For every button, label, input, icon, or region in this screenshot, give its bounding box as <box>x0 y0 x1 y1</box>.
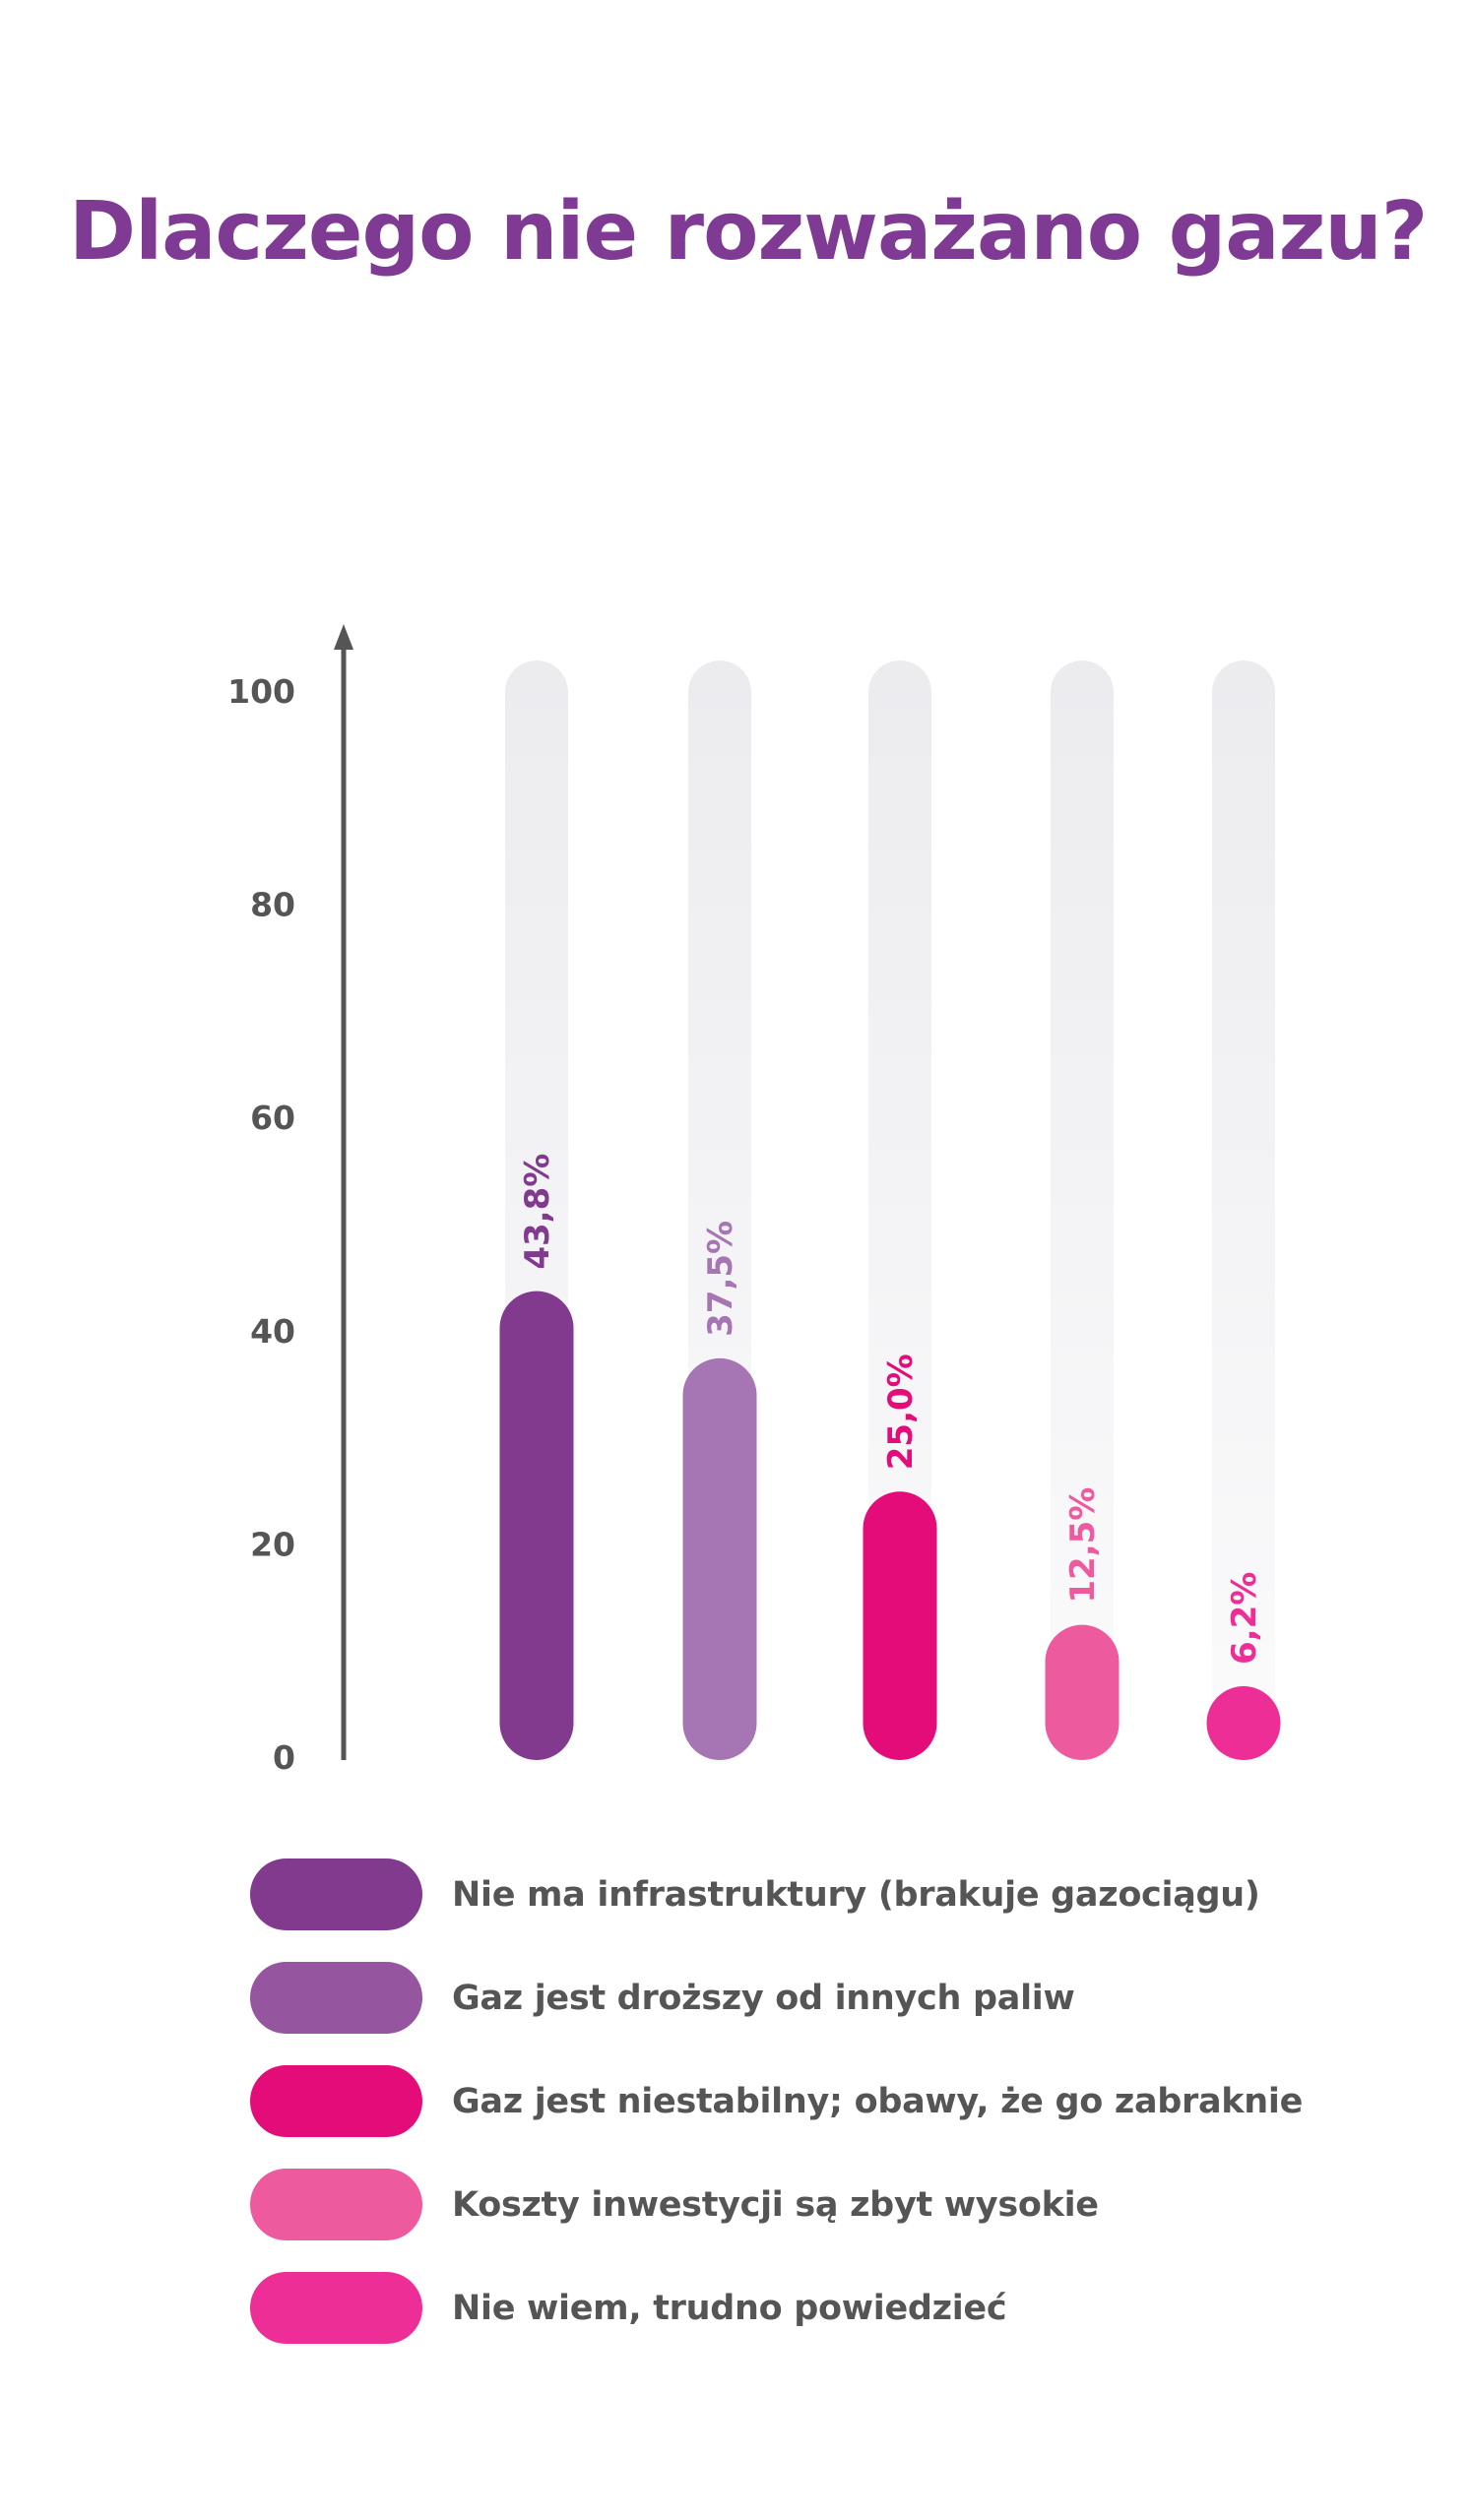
bar <box>499 1291 574 1760</box>
legend: Nie ma infrastruktury (brakuje gazociągu… <box>250 1858 1303 2375</box>
legend-item: Nie wiem, trudno powiedzieć <box>250 2272 1303 2344</box>
chart-title: Dlaczego nie rozważano gazu? <box>69 185 1428 279</box>
bar-track <box>868 661 931 1764</box>
y-tick-label: 0 <box>273 1738 295 1777</box>
legend-item: Nie ma infrastruktury (brakuje gazociągu… <box>250 1858 1303 1930</box>
y-tick-label: 80 <box>250 886 295 924</box>
bar <box>863 1491 937 1760</box>
data-label: 43,8% <box>518 1154 557 1270</box>
legend-label: Gaz jest droższy od innych paliw <box>452 1978 1075 2018</box>
data-labels: 43,8% 37,5% 25,0% 12,5% 6,2% <box>518 1154 1264 1665</box>
data-label: 25,0% <box>881 1354 921 1470</box>
bar-chart: 0 20 40 60 80 100 43,8% 37,5% 25,0% 12,5% 6,2% <box>227 624 1281 1777</box>
legend-label: Nie ma infrastruktury (brakuje gazociągu… <box>452 1874 1260 1915</box>
bar <box>682 1357 757 1760</box>
bar-track <box>1051 661 1114 1764</box>
data-label: 12,5% <box>1063 1487 1103 1604</box>
legend-label: Koszty inwestycji są zbyt wysokie <box>452 2184 1099 2225</box>
y-axis-arrowhead <box>334 624 353 650</box>
bar-track <box>1212 661 1275 1764</box>
legend-item: Gaz jest niestabilny; obawy, że go zabra… <box>250 2065 1303 2137</box>
legend-swatch <box>250 2169 422 2240</box>
bars <box>499 1291 1281 1760</box>
legend-item: Koszty inwestycji są zbyt wysokie <box>250 2169 1303 2240</box>
legend-swatch <box>250 2065 422 2137</box>
data-label: 6,2% <box>1225 1572 1264 1665</box>
legend-label: Nie wiem, trudno powiedzieć <box>452 2288 1007 2328</box>
y-tick-label: 100 <box>227 672 295 711</box>
y-axis-ticks: 0 20 40 60 80 100 <box>227 672 295 1777</box>
legend-swatch <box>250 2272 422 2344</box>
bar <box>1206 1686 1281 1760</box>
bar <box>1045 1624 1120 1760</box>
legend-label: Gaz jest niestabilny; obawy, że go zabra… <box>452 2081 1304 2121</box>
data-label: 37,5% <box>701 1221 740 1337</box>
y-tick-label: 40 <box>250 1312 295 1351</box>
legend-item: Gaz jest droższy od innych paliw <box>250 1962 1303 2034</box>
y-tick-label: 20 <box>250 1525 295 1563</box>
legend-swatch <box>250 1858 422 1930</box>
y-tick-label: 60 <box>250 1099 295 1137</box>
legend-swatch <box>250 1962 422 2034</box>
